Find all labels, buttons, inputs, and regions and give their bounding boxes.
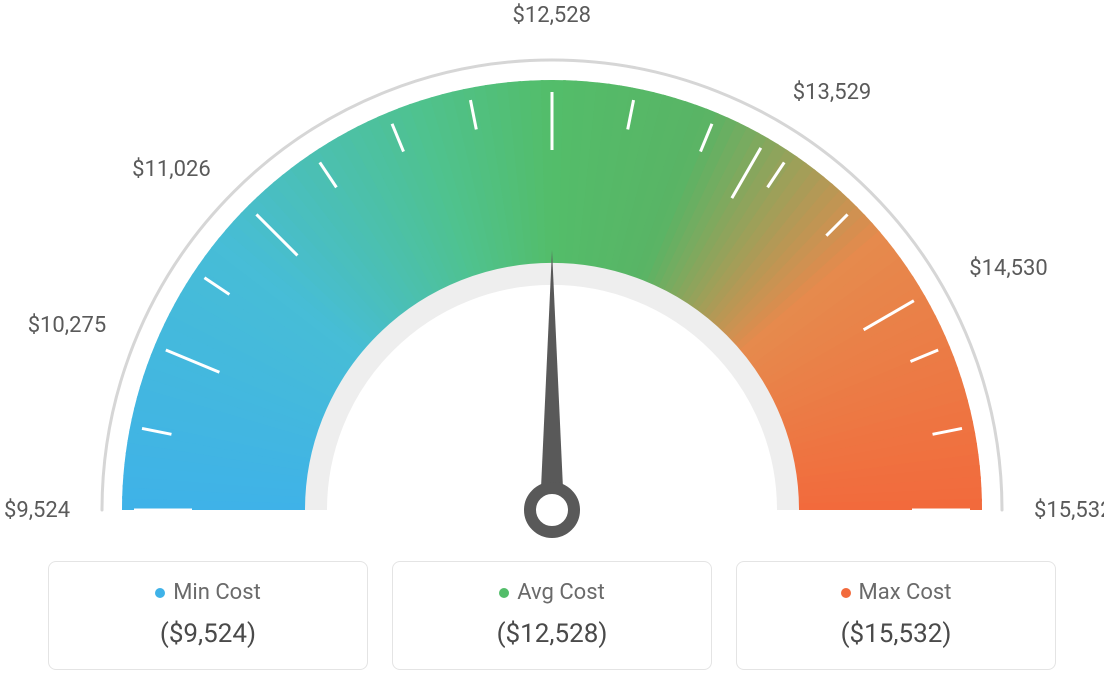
gauge-tick-label: $14,530 — [969, 256, 1048, 281]
dot-icon — [155, 588, 165, 598]
legend-title-max: Max Cost — [747, 580, 1045, 605]
legend-value-max: ($15,532) — [747, 619, 1045, 649]
legend-title-text: Min Cost — [173, 580, 261, 605]
legend-card-min: Min Cost ($9,524) — [48, 561, 368, 670]
gauge-container: $9,524 $10,275 $11,026 $12,528 $13,529 $14,53… — [0, 0, 1104, 540]
legend-value-avg: ($12,528) — [403, 619, 701, 649]
dot-icon — [841, 588, 851, 598]
gauge-svg — [52, 30, 1052, 550]
dot-icon — [499, 588, 509, 598]
legend-title-avg: Avg Cost — [403, 580, 701, 605]
legend-value-min: ($9,524) — [59, 619, 357, 649]
legend-title-text: Max Cost — [859, 580, 952, 605]
legend-title-text: Avg Cost — [517, 580, 605, 605]
legend-card-avg: Avg Cost ($12,528) — [392, 561, 712, 670]
gauge-tick-label: $12,528 — [513, 3, 592, 28]
gauge-tick-label: $11,026 — [132, 157, 211, 182]
gauge-tick-label: $13,529 — [793, 80, 872, 105]
legend-card-max: Max Cost ($15,532) — [736, 561, 1056, 670]
gauge-tick-label: $10,275 — [28, 313, 107, 338]
legend-title-min: Min Cost — [59, 580, 357, 605]
gauge-tick-label: $9,524 — [4, 498, 70, 523]
gauge-tick-label: $15,532 — [1034, 498, 1104, 523]
legend-row: Min Cost ($9,524) Avg Cost ($12,528) Max… — [0, 561, 1104, 670]
